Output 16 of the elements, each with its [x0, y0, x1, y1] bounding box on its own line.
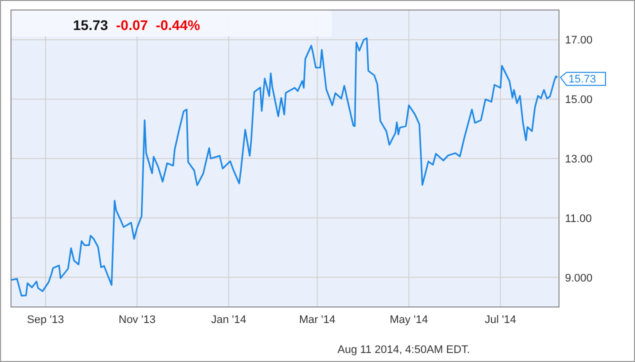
y-tick-label: 9.000 — [565, 272, 593, 284]
text: 15.73 — [73, 17, 108, 33]
y-tick-label: 17.00 — [565, 34, 593, 47]
y-tick-label: 11.00 — [565, 212, 592, 225]
text: Aug 11 2014, 4:50AM EDT. — [338, 344, 470, 356]
x-tick-label: Sep '13 — [27, 314, 64, 326]
x-tick-label: Nov '13 — [118, 314, 156, 326]
x-tick-label: Mar '14 — [299, 314, 336, 326]
x-tick-label: May '14 — [390, 314, 428, 326]
annotation: 15.73 — [568, 73, 596, 86]
y-tick-label: 13.00 — [565, 154, 593, 166]
line-series — [10, 37, 558, 297]
text: -0.07 -0.44% — [116, 17, 201, 33]
x-tick-label: Jan '14 — [211, 314, 246, 326]
x-tick-label: Jul '14 — [484, 314, 516, 326]
y-tick-label: 15.00 — [565, 94, 593, 106]
